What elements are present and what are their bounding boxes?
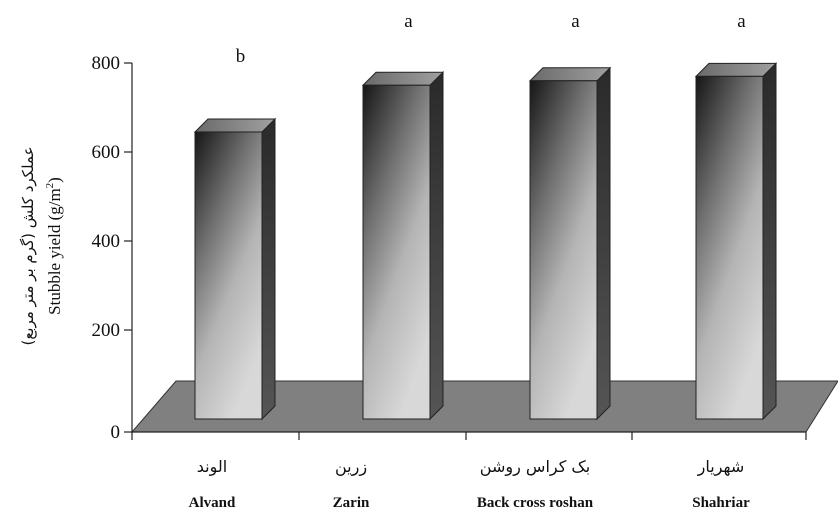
category-label-persian: زرین bbox=[335, 457, 367, 477]
y-tick-label: 600 bbox=[92, 142, 121, 163]
bar bbox=[193, 117, 277, 421]
bar-top bbox=[528, 67, 612, 82]
bar-side bbox=[596, 66, 611, 421]
category-label-persian: الوند bbox=[197, 457, 227, 477]
bar-top bbox=[361, 71, 445, 86]
category-label-persian: شهریار bbox=[697, 457, 745, 477]
bar bbox=[528, 66, 612, 421]
y-axis-label-persian: عملکرد کلش (گرم بر متر مربع) bbox=[19, 146, 37, 345]
significance-letter: a bbox=[737, 11, 746, 32]
bar-front bbox=[529, 80, 598, 420]
bars: b a a a bbox=[193, 11, 778, 421]
bar-top bbox=[694, 62, 778, 77]
bar-front bbox=[194, 131, 263, 420]
significance-letter: a bbox=[404, 11, 413, 32]
bar-side bbox=[429, 71, 444, 421]
y-tick-label: 0 bbox=[111, 422, 121, 443]
x-axis-categories: الوند Alvand زرین Zarin بک کراس روشن Back cro… bbox=[131, 432, 807, 511]
bar-front bbox=[362, 84, 431, 420]
y-tick-label: 400 bbox=[92, 231, 121, 252]
category-label-persian: بک کراس روشن bbox=[480, 457, 590, 477]
bar-front bbox=[695, 75, 764, 420]
bar bbox=[694, 62, 778, 421]
bar-side bbox=[261, 117, 276, 421]
category-label: Back cross roshan bbox=[477, 495, 594, 511]
category-label: Shahriar bbox=[692, 495, 750, 511]
significance-letter: b bbox=[236, 46, 246, 67]
category-label: Zarin bbox=[333, 495, 370, 511]
bar-top bbox=[193, 118, 277, 133]
bar bbox=[361, 71, 445, 421]
bar-side bbox=[762, 62, 777, 421]
y-axis-label: Stubble yield (g/m2) bbox=[44, 177, 64, 315]
significance-letter: a bbox=[571, 11, 580, 32]
category-label: Alvand bbox=[189, 495, 236, 511]
y-axis-ticks: 0 200 400 600 800 bbox=[92, 53, 132, 443]
y-tick-label: 200 bbox=[92, 320, 121, 341]
y-tick-label: 800 bbox=[92, 53, 121, 74]
